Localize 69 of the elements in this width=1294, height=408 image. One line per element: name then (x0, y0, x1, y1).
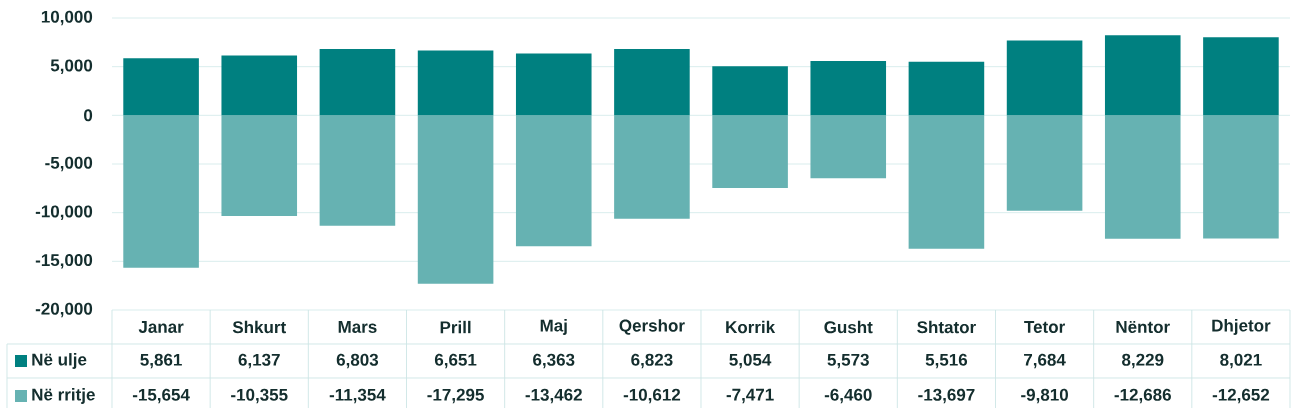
bar (1104, 115, 1181, 239)
x-tick-label: Prill (440, 320, 471, 334)
bar (810, 61, 887, 116)
data-label: -9,810 (1021, 388, 1068, 404)
bar (417, 115, 494, 284)
x-tick-label: Maj (540, 319, 567, 335)
y-tick-label: -10,000 (35, 205, 93, 220)
bar (515, 53, 592, 116)
bar (123, 58, 199, 116)
bar (712, 66, 788, 116)
y-tick-label: -20,000 (35, 302, 93, 318)
bar (221, 115, 298, 217)
x-tick-label: Shtator (917, 320, 976, 334)
bar (417, 50, 494, 116)
legend-label: Në rritje (32, 388, 95, 404)
x-tick-label: Nëntor (1116, 321, 1170, 333)
data-label: 8,229 (1122, 353, 1164, 369)
data-label: -11,354 (329, 388, 386, 404)
bar (614, 115, 690, 219)
data-label: -13,697 (918, 388, 975, 404)
data-label: 6,803 (336, 353, 379, 369)
data-label: -12,686 (1114, 388, 1171, 404)
data-label: -7,471 (726, 388, 774, 404)
data-label: 6,137 (238, 353, 280, 369)
data-label: 5,516 (925, 353, 968, 369)
data-label: 7,684 (1024, 353, 1066, 369)
legend-label: Në ulje (32, 353, 87, 369)
x-tick-label: Tetor (1024, 321, 1065, 333)
bar (1006, 115, 1083, 211)
y-tick-label: 5,000 (50, 59, 93, 74)
bar (221, 55, 298, 116)
x-tick-label: Gusht (824, 320, 873, 334)
bar (319, 115, 396, 226)
data-label: 5,573 (827, 353, 869, 369)
data-label: 8,021 (1220, 353, 1262, 369)
bar (614, 48, 690, 116)
x-tick-label: Janar (138, 321, 184, 333)
bar (1006, 40, 1083, 116)
data-label: -15,654 (132, 388, 190, 404)
y-tick-label: -15,000 (35, 254, 93, 269)
x-tick-label: Qershor (619, 319, 685, 335)
data-label: -10,355 (231, 388, 288, 404)
bar (515, 115, 592, 247)
x-tick-label: Mars (338, 321, 377, 333)
bar (1203, 115, 1279, 239)
bar (1104, 35, 1181, 116)
bar (123, 115, 199, 268)
data-label: 6,651 (434, 353, 477, 369)
bar (712, 115, 788, 189)
data-label: 6,823 (631, 353, 673, 369)
x-tick-label: Dhjetor (1212, 319, 1271, 335)
data-label: -6,460 (824, 388, 872, 404)
x-tick-label: Shkurt (232, 320, 286, 334)
bar (1203, 37, 1279, 116)
y-tick-label: 10,000 (41, 10, 93, 26)
data-label: -10,612 (623, 388, 681, 404)
data-label: 5,054 (729, 353, 772, 369)
bar (908, 61, 985, 116)
data-label: 5,861 (140, 353, 182, 369)
bar (908, 115, 985, 249)
y-tick-label: 0 (84, 109, 93, 122)
data-label: 6,363 (533, 353, 575, 369)
data-label: -12,652 (1212, 388, 1270, 404)
bar (319, 49, 396, 116)
x-tick-label: Korrik (726, 320, 776, 334)
data-label: -13,462 (525, 388, 582, 404)
bar (810, 115, 887, 179)
data-label: -17,295 (427, 388, 484, 404)
y-tick-label: -5,000 (45, 156, 93, 172)
